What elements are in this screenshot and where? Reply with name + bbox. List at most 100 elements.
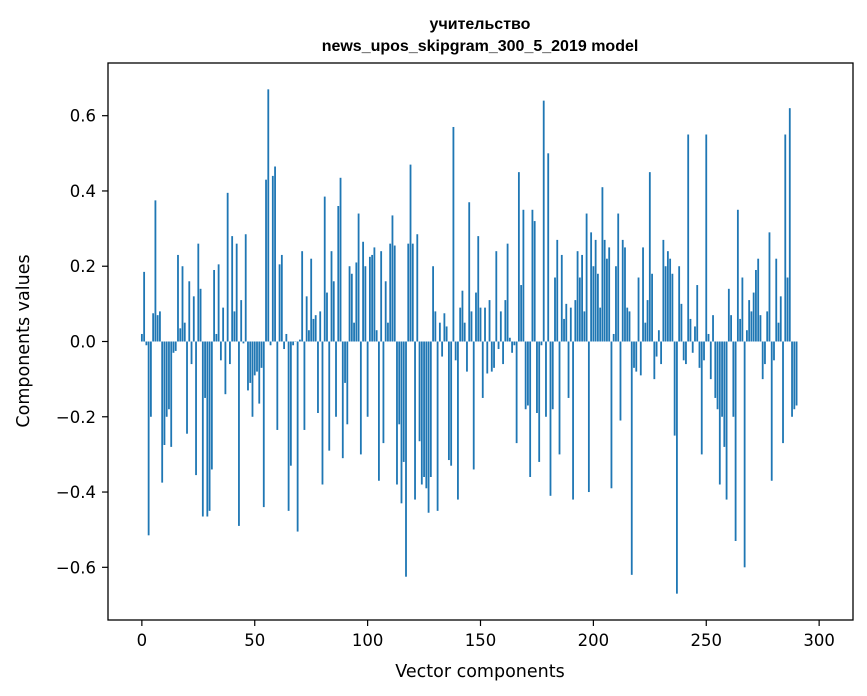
bar [540,341,543,346]
bar [217,264,220,342]
bar [725,341,728,500]
bar [653,341,656,380]
bar [707,333,710,342]
bar [233,311,236,342]
x-axis-label: Vector components [395,662,564,682]
bar [691,341,694,353]
bar [569,307,572,342]
bar [759,315,762,342]
x-tick-label: 100 [352,631,384,650]
bar [147,341,150,536]
bar [292,341,295,346]
bar [795,341,798,406]
bar [750,311,753,342]
bar [159,311,161,342]
bar [594,239,597,342]
bar [617,213,620,342]
bar [301,251,304,342]
bar [258,341,261,404]
bar [657,330,660,342]
bar [154,200,157,342]
bar [339,177,342,342]
bar [423,341,425,477]
bar [298,339,301,342]
bar [276,341,279,430]
bar [441,341,444,357]
bar [251,341,254,417]
bar [168,341,170,410]
bar [461,290,464,342]
bar [700,341,703,455]
bar [682,341,685,361]
bar [366,341,369,417]
x-tick-label: 0 [137,631,148,650]
bar [545,341,547,417]
bar [619,341,622,421]
bar [283,341,285,350]
bar [481,341,484,398]
bar [332,281,335,342]
bar [490,341,493,372]
bar [703,341,705,361]
bar [213,269,216,342]
bar [335,341,337,417]
bar [506,243,509,342]
bar [466,341,468,372]
bar [777,322,780,342]
y-axis-label: Components values [14,254,34,427]
bar [536,341,538,414]
x-tick-label: 150 [465,631,497,650]
bar [639,341,642,376]
bar [242,341,245,344]
bar [140,333,143,342]
bar [502,341,504,365]
bar [434,311,437,342]
bar [244,234,247,342]
bar [201,341,204,517]
bar [452,126,455,342]
bar [393,245,396,342]
bars-group [140,89,798,594]
bar [578,277,581,342]
bar [287,341,290,511]
bar [378,341,380,481]
bar [603,239,606,342]
bar [615,266,617,342]
bar [350,273,353,342]
bar [391,215,394,342]
bar [443,313,446,342]
bar [554,277,556,342]
y-tick-label: 0.0 [70,333,96,352]
bar [648,172,651,342]
bar [229,341,231,365]
bar [499,311,502,342]
bar [319,311,322,342]
bar [680,303,683,342]
bar [271,175,274,342]
bar [222,307,225,342]
bar [558,341,561,455]
bar [323,196,326,342]
y-tick-label: 0.2 [70,257,96,276]
bar [689,318,692,342]
bar [445,326,448,342]
bar [748,300,751,342]
bar [420,341,423,485]
bar [400,341,403,504]
bar [156,315,159,342]
bar [438,322,441,342]
bar [398,341,401,425]
bar [585,213,588,342]
bar [468,202,471,342]
bar [181,266,184,342]
bar [676,341,678,594]
bar [761,341,764,380]
bar [475,292,477,342]
bar [265,179,267,342]
bar [664,266,667,342]
bar [716,341,719,410]
bar [357,213,360,342]
bar [371,254,374,342]
